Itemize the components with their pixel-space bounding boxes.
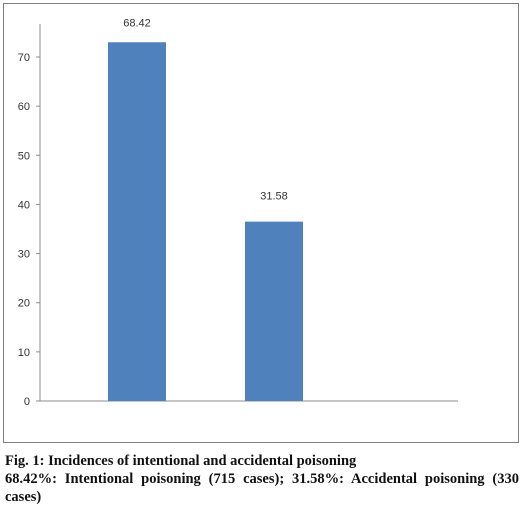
caption-description: 68.42%: Intentional poisoning (715 cases… [5, 471, 519, 505]
y-tick-label: 10 [18, 347, 30, 359]
bars [108, 42, 303, 401]
y-tick-label: 40 [18, 199, 30, 211]
caption-title: Fig. 1: Incidences of intentional and ac… [5, 453, 357, 469]
y-tick-label: 20 [18, 298, 30, 310]
data-label: 68.42 [123, 17, 151, 29]
y-tick-label: 0 [24, 396, 30, 408]
y-tick-labels: 0 10 20 30 40 50 60 70 [18, 52, 40, 408]
data-labels: 68.42 31.58 [123, 17, 288, 202]
bar [108, 42, 166, 401]
y-tick-label: 30 [18, 249, 30, 261]
data-label: 31.58 [260, 191, 288, 203]
bar-chart: 0 10 20 30 40 50 60 70 68.42 31.58 [18, 17, 458, 408]
y-tick-label: 50 [18, 150, 30, 162]
y-tick-label: 60 [18, 101, 30, 113]
bar [245, 221, 303, 401]
y-tick-label: 70 [18, 52, 30, 64]
figure-caption: Fig. 1: Incidences of intentional and ac… [5, 452, 519, 506]
